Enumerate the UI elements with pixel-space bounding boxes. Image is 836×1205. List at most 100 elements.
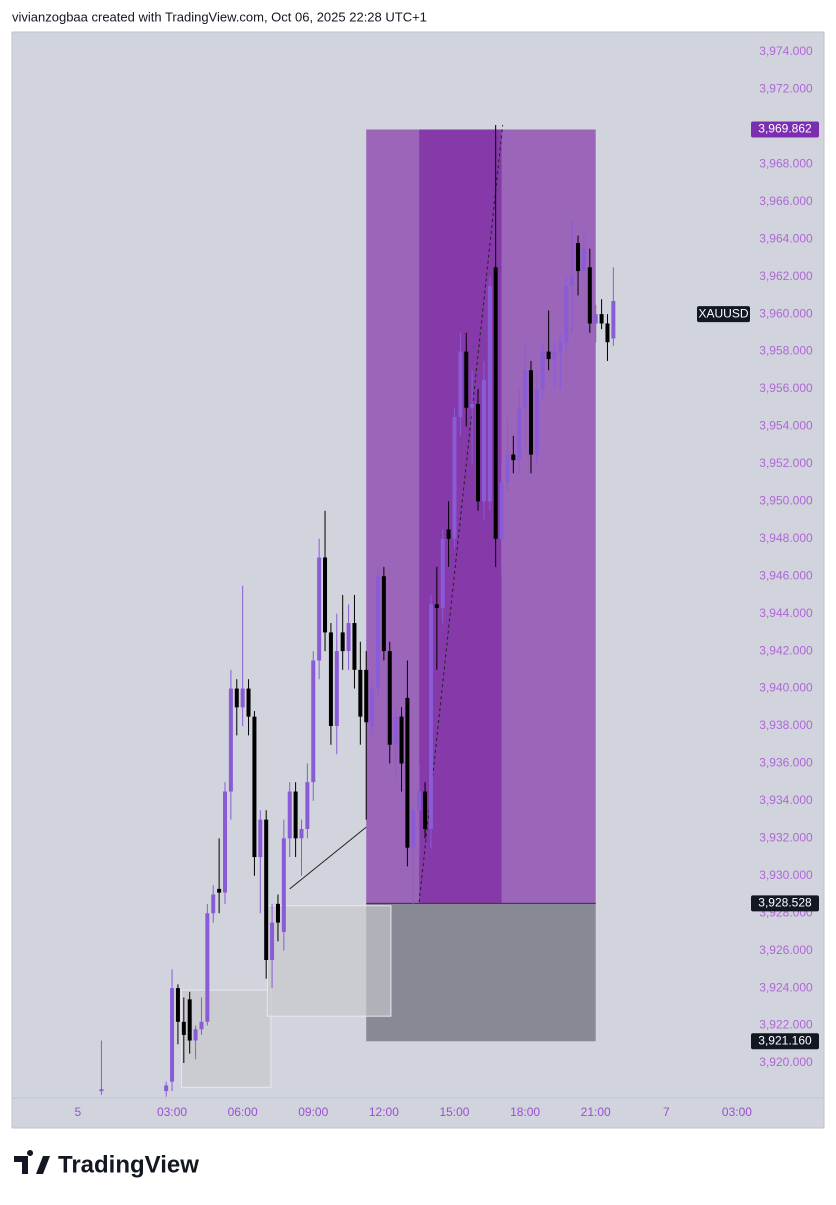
candle-body	[452, 417, 457, 539]
price-tag	[751, 121, 819, 138]
candle-body	[240, 688, 245, 708]
candle-body	[434, 604, 439, 609]
x-tick-label: 15:00	[439, 1105, 469, 1119]
candle-body	[428, 604, 433, 829]
candle-body	[552, 351, 557, 360]
candle-body	[446, 529, 451, 539]
candle-body	[493, 267, 498, 539]
trend-line	[418, 124, 504, 903]
candle-body	[399, 716, 404, 764]
y-tick-label: 3,938.000	[759, 718, 813, 732]
candle-body	[340, 632, 345, 652]
candle-body	[528, 370, 533, 455]
price-tag	[751, 1033, 819, 1050]
stop-zone	[366, 903, 596, 1042]
candle-body	[199, 1021, 204, 1030]
candle-body	[481, 379, 486, 502]
y-tick-label: 3,958.000	[759, 344, 813, 358]
candle-body	[581, 248, 586, 272]
candle-body	[540, 351, 545, 390]
candle-body	[570, 276, 575, 287]
x-tick-label: 12:00	[369, 1105, 399, 1119]
y-tick-label: 3,974.000	[759, 44, 813, 58]
y-tick-label: 3,956.000	[759, 381, 813, 395]
candle-body	[358, 669, 363, 717]
candle-body	[387, 651, 392, 745]
candle-body	[328, 632, 333, 727]
candle-body	[517, 407, 522, 461]
candle-body	[317, 557, 322, 661]
candle-body	[393, 716, 398, 745]
y-tick-label: 3,968.000	[759, 157, 813, 171]
price-tag-label: 3,969.862	[758, 122, 812, 136]
trend-line	[289, 826, 367, 890]
candle-body	[370, 688, 375, 727]
header: vivianzogbaa created with TradingView.co…	[12, 9, 427, 24]
candle-body	[558, 342, 563, 352]
x-tick-label: 03:00	[722, 1105, 752, 1119]
y-tick-label: 3,926.000	[759, 943, 813, 957]
y-tick-label: 3,966.000	[759, 194, 813, 208]
candle-body	[252, 716, 257, 858]
candle-body	[281, 838, 286, 932]
candle-body	[170, 988, 175, 1082]
candle-body	[511, 454, 516, 461]
candle-body	[211, 894, 216, 914]
candle-body	[299, 828, 304, 839]
candle-body	[417, 791, 422, 811]
candle-body	[205, 913, 210, 1022]
zone-box	[266, 905, 392, 1017]
symbol-tag-label: XAUUSD	[698, 306, 748, 320]
y-tick-label: 3,924.000	[759, 980, 813, 994]
candle-body	[275, 903, 280, 923]
y-tick-label: 3,948.000	[759, 531, 813, 545]
candle-body	[311, 660, 316, 783]
y-tick-label: 3,972.000	[759, 82, 813, 96]
candle-body	[364, 669, 369, 723]
x-tick-label: 5	[75, 1105, 82, 1119]
x-tick-label: 06:00	[228, 1105, 258, 1119]
candle-body	[99, 1089, 104, 1092]
candle-body	[352, 623, 357, 670]
price-tag-label: 3,921.160	[758, 1033, 812, 1047]
candle-body	[187, 999, 192, 1041]
brand: TradingView	[58, 1151, 199, 1178]
candle-body	[287, 791, 292, 839]
candle-body	[564, 286, 569, 343]
x-tick-label: 7	[663, 1105, 670, 1119]
candle-body	[470, 403, 475, 408]
x-tick-label: 09:00	[298, 1105, 328, 1119]
symbol-tag	[697, 306, 750, 323]
candle-body	[534, 389, 539, 455]
candle-body	[440, 538, 445, 609]
candle-body	[487, 286, 492, 502]
y-tick-label: 3,934.000	[759, 793, 813, 807]
candle-body	[217, 888, 222, 893]
candle-body	[499, 482, 504, 539]
y-tick-label: 3,952.000	[759, 456, 813, 470]
y-tick-label: 3,930.000	[759, 868, 813, 882]
candle-body	[381, 576, 386, 652]
candle-body	[464, 351, 469, 408]
candle-body	[164, 1085, 169, 1092]
y-tick-label: 3,946.000	[759, 568, 813, 582]
y-tick-label: 3,944.000	[759, 606, 813, 620]
candle-body	[246, 688, 251, 717]
y-tick-label: 3,920.000	[759, 1055, 813, 1069]
logo	[14, 1150, 50, 1174]
candle-body	[605, 323, 610, 343]
price-tag	[751, 895, 819, 912]
candle-body	[576, 242, 581, 272]
candle-body	[258, 819, 263, 858]
y-tick-label: 3,936.000	[759, 756, 813, 770]
candle-body	[334, 651, 339, 727]
y-tick-label: 3,964.000	[759, 231, 813, 245]
y-tick-label: 3,962.000	[759, 269, 813, 283]
y-tick-label: 3,960.000	[759, 306, 813, 320]
candle-body	[375, 576, 380, 689]
candle-body	[270, 922, 275, 961]
candle-body	[505, 454, 510, 483]
candle-body	[305, 782, 310, 829]
candle-body	[423, 791, 428, 829]
